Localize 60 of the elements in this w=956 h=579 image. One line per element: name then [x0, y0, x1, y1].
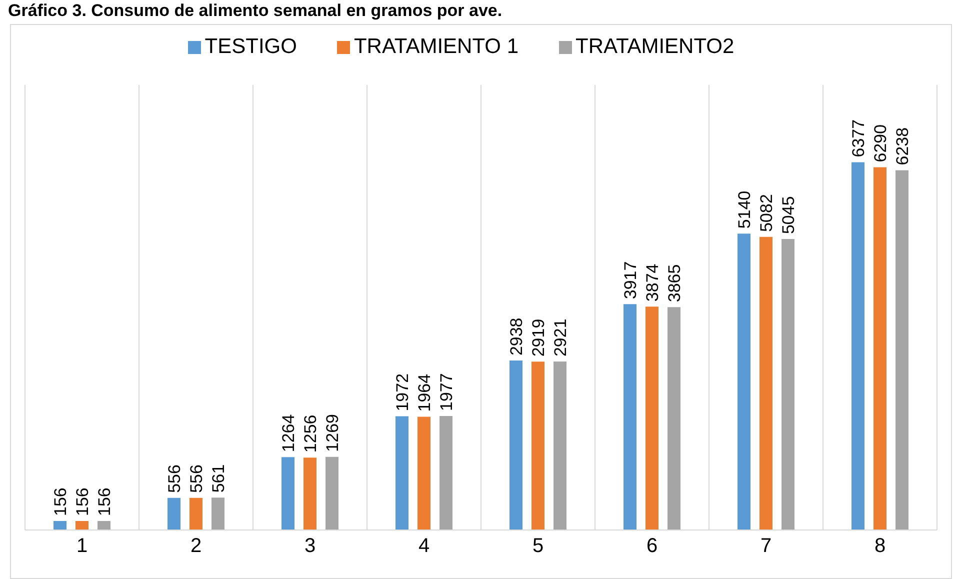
data-label: 1977: [437, 373, 456, 411]
bar: [326, 456, 338, 530]
x-tick-label: 2: [190, 535, 202, 558]
bar: [624, 304, 636, 530]
data-label: 1964: [415, 374, 434, 412]
data-label: 6238: [893, 127, 912, 166]
bar: [440, 416, 452, 530]
bar: [782, 239, 794, 530]
x-tick-label: 8: [874, 535, 886, 558]
bar: [190, 498, 202, 530]
bar: [418, 416, 430, 530]
data-label: 5140: [735, 190, 754, 229]
bar: [668, 307, 680, 530]
bar: [896, 170, 908, 530]
bar: [852, 162, 864, 530]
legend-label: TESTIGO: [204, 35, 297, 58]
x-tick-label: 3: [304, 535, 316, 558]
bar: [874, 167, 886, 530]
bar: [396, 416, 408, 530]
bar: [510, 360, 522, 530]
data-label: 556: [187, 464, 206, 493]
data-label: 3917: [621, 261, 640, 300]
chart-title: Gráfico 3. Consumo de alimento semanal en gramos por ave.: [8, 0, 502, 22]
bar: [54, 521, 66, 530]
data-label: 5082: [757, 194, 776, 232]
data-label: 2938: [507, 318, 526, 356]
data-label: 3865: [665, 264, 684, 302]
legend-label: TRATAMIENTO 1: [354, 35, 518, 58]
bar: [168, 498, 180, 530]
data-label: 5045: [779, 196, 798, 234]
bar: [304, 458, 316, 530]
data-label: 1256: [301, 414, 320, 453]
bar: [532, 362, 544, 530]
data-label: 1264: [279, 414, 298, 452]
x-tick-label: 4: [418, 535, 430, 558]
x-tick-label: 5: [532, 535, 544, 558]
bar: [738, 234, 750, 530]
data-label: 3874: [643, 264, 662, 302]
x-tick-label: 1: [76, 535, 88, 558]
data-label: 2919: [529, 318, 548, 357]
data-label: 156: [73, 488, 92, 516]
bar: [282, 457, 294, 530]
bar: [554, 362, 566, 530]
bar: [646, 306, 658, 530]
data-label: 6290: [871, 124, 890, 162]
data-label: 6377: [849, 119, 868, 158]
data-label: 2921: [551, 318, 570, 357]
bar: [212, 498, 224, 530]
data-label: 156: [51, 488, 70, 516]
data-label: 561: [209, 464, 228, 493]
bar: [760, 236, 772, 530]
x-tick-label: 7: [760, 535, 772, 558]
legend-label: TRATAMIENTO2: [576, 35, 734, 58]
data-label: 1972: [393, 373, 412, 412]
x-tick-label: 6: [646, 535, 658, 558]
data-label: 1269: [323, 414, 342, 452]
data-label: 556: [165, 464, 184, 493]
bar: [76, 521, 88, 530]
bar: [98, 521, 110, 530]
data-label: 156: [95, 488, 114, 516]
